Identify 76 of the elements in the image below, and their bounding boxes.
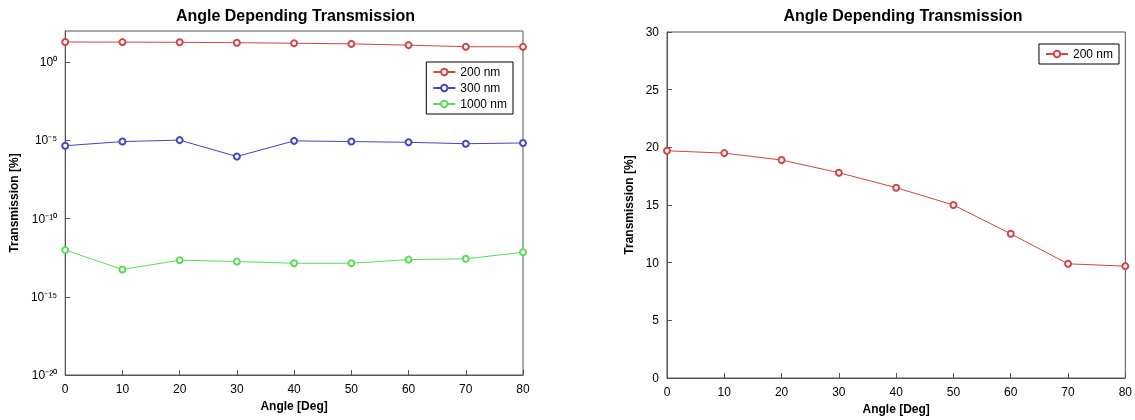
point (232, 152, 241, 161)
point (720, 149, 729, 158)
chart-title: Angle Depending Transmission (175, 6, 416, 24)
y-tick-label: 15 (645, 198, 660, 212)
point (347, 259, 356, 268)
point (461, 254, 470, 263)
x-tick-label: 80 (516, 382, 530, 396)
point (118, 38, 127, 47)
point (175, 256, 184, 265)
y-tick-label: 5 (652, 313, 660, 328)
x-tick-label: 20 (172, 382, 187, 396)
x-axis-title: Angle [Deg] (260, 398, 328, 413)
point (118, 265, 127, 274)
x-tick-label: 50 (946, 385, 961, 399)
point (892, 183, 901, 192)
x-tick-label: 40 (287, 382, 302, 396)
y-axis-title: Transmission [%] (7, 153, 21, 253)
y-tick-label: 25 (645, 82, 660, 97)
chart-title: Angle Depending Transmission (783, 6, 1023, 24)
legend-label: 1000 nm (460, 97, 507, 111)
legend-label: 300 nm (460, 81, 501, 95)
point (777, 156, 786, 165)
point (519, 42, 527, 51)
y-tick-label: 20 (645, 140, 660, 155)
y-tick-label: 10⁻¹⁰ (31, 211, 58, 226)
point (461, 42, 470, 51)
x-tick-label: 10 (115, 382, 130, 396)
point (519, 248, 527, 257)
y-tick-label: 10⁻²⁰ (31, 368, 58, 382)
point (404, 41, 413, 50)
x-tick-label: 70 (1061, 385, 1076, 399)
y-tick-label: 10⁻¹⁵ (30, 289, 58, 304)
point (290, 39, 299, 48)
x-tick-label: 60 (1004, 385, 1018, 399)
y-tick-label: 0 (652, 371, 660, 385)
point (663, 146, 671, 155)
y-tick-label: 30 (645, 25, 660, 39)
y-tick-label: 10 (645, 255, 660, 270)
x-tick-label: 0 (61, 382, 69, 396)
point (347, 39, 356, 48)
point (175, 38, 184, 47)
point (290, 136, 299, 145)
x-tick-label: 60 (401, 382, 416, 396)
point (834, 168, 843, 177)
x-tick-label: 50 (344, 382, 359, 396)
y-axis-title: Transmission [%] (621, 155, 636, 255)
point (1064, 259, 1073, 268)
x-tick-label: 40 (889, 385, 904, 399)
point (232, 257, 241, 266)
point (232, 38, 241, 47)
x-tick-label: 30 (832, 385, 846, 399)
x-tick-label: 70 (459, 382, 473, 396)
point (1121, 262, 1130, 271)
x-tick-label: 10 (717, 385, 732, 399)
point (175, 136, 184, 145)
point (61, 141, 70, 150)
legend-label: 200 nm (460, 65, 501, 79)
point (404, 255, 413, 264)
point (404, 138, 413, 147)
y-tick-label: 10⁻⁵ (34, 133, 58, 148)
x-axis-title: Angle [Deg] (862, 401, 930, 416)
point (61, 246, 70, 255)
x-tick-label: 20 (774, 385, 789, 399)
point (1006, 229, 1015, 238)
point (347, 137, 356, 146)
x-tick-label: 30 (230, 382, 244, 396)
point (519, 138, 527, 147)
x-tick-label: 0 (663, 385, 671, 399)
y-tick-label: 10⁰ (39, 55, 58, 70)
x-tick-label: 80 (1118, 385, 1133, 399)
point (949, 201, 958, 209)
point (61, 38, 70, 47)
point (290, 259, 299, 268)
point (461, 139, 470, 148)
point (118, 137, 127, 146)
legend-label: 200 nm (1072, 47, 1114, 61)
